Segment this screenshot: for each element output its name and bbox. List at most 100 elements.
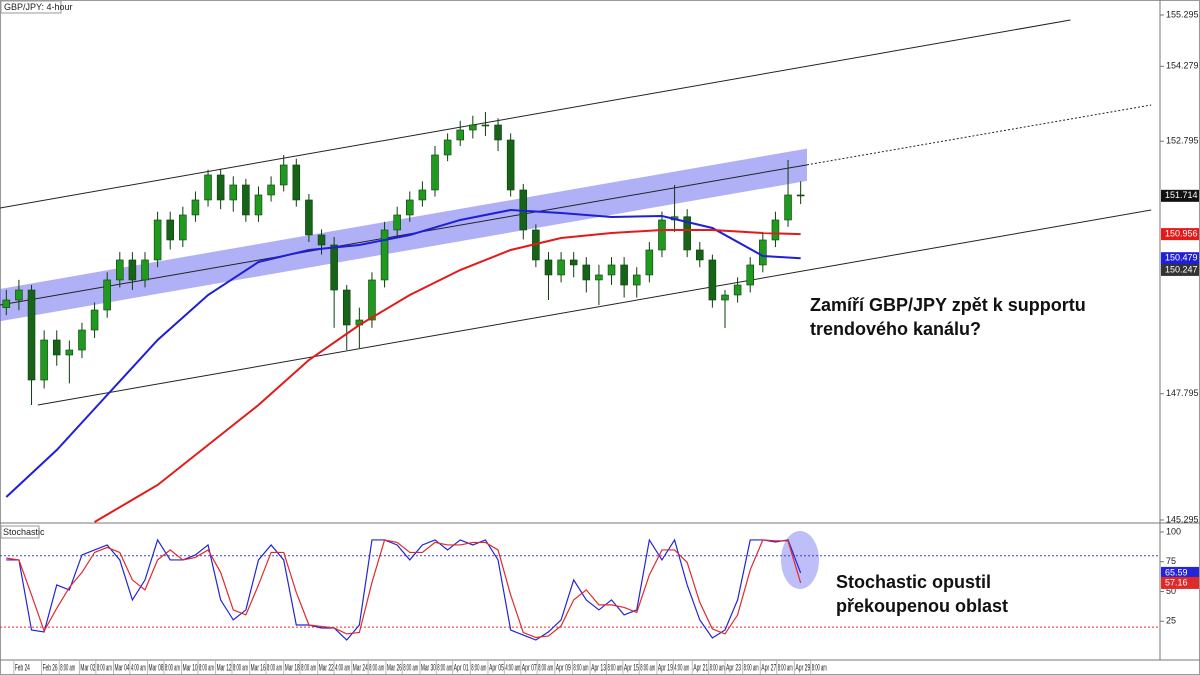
price-marker-label: 150.956 [1165, 228, 1198, 238]
candle-body [746, 264, 754, 286]
price-marker [1161, 228, 1199, 241]
x-tick-label: 8:00 am [812, 662, 827, 672]
candle-body [78, 329, 86, 351]
annotation-line: Zamíří GBP/JPY zpět k supportu [810, 295, 1086, 315]
x-tick-label: 4:00 am [335, 662, 350, 672]
y-tick-label: 100 [1166, 526, 1181, 536]
candle-body [317, 234, 326, 246]
candle-body [52, 339, 61, 356]
candle-body [166, 219, 174, 241]
candle-body [191, 199, 200, 216]
x-tick-label: 8:00 am [267, 662, 282, 672]
candle-body [544, 259, 553, 276]
trend-line [806, 104, 1152, 166]
x-tick-label: 4:00 am [131, 662, 146, 672]
x-tick-label: 8:00 am [471, 662, 486, 672]
x-tick-label: Apr 13 [591, 662, 606, 672]
candle-body [292, 164, 301, 201]
annotation-line: Stochastic opustil [836, 572, 992, 592]
x-tick-label: 4:00 am [674, 662, 689, 672]
x-tick-label: Apr 27 [761, 662, 776, 672]
x-tick-label: 8:00 am [744, 662, 759, 672]
candle-body [141, 259, 149, 281]
price-marker [1161, 252, 1199, 265]
x-tick-label: Apr 29 [795, 662, 810, 672]
candle-body [784, 194, 792, 221]
price-marker [1161, 576, 1199, 589]
y-tick-label: 145.295 [1166, 514, 1199, 524]
candle-body [380, 229, 389, 281]
price-marker [1161, 263, 1199, 276]
candle-body [2, 299, 11, 308]
moving-average [94, 228, 801, 523]
annotation: Zamíří GBP/JPY zpět k supportu trendovéh… [810, 293, 1086, 341]
trend-line [37, 209, 1152, 406]
candle-body [696, 249, 704, 261]
candle-body [607, 264, 616, 276]
x-tick-label: Apr 01 [454, 662, 469, 672]
moving-average [5, 208, 801, 498]
stochastic-line [6, 539, 802, 639]
annotation-line: trendového kanálu? [810, 319, 982, 339]
candle-body [759, 239, 767, 266]
indicator-title-box [0, 525, 40, 539]
candle-body [40, 339, 48, 381]
candle-body [179, 214, 187, 241]
candle-body [330, 244, 338, 291]
price-marker-label: 151.714 [1165, 190, 1198, 200]
x-tick-label: Feb 26 [43, 662, 58, 672]
candle-body [216, 174, 225, 201]
x-tick-label: Mar 10 [183, 662, 198, 672]
y-tick-label: 25 [1166, 616, 1176, 626]
candle-body [204, 174, 212, 201]
indicator-title: Stochastic [3, 527, 45, 537]
x-tick-label: Mar 18 [285, 662, 300, 672]
x-tick-label: Feb 24 [15, 662, 30, 672]
candle-body [683, 216, 691, 251]
candle-body [708, 259, 717, 301]
candle-body [267, 184, 275, 196]
candle-body [418, 189, 427, 201]
x-tick-label: 8:00 am [607, 662, 622, 672]
price-marker-label: 65.59 [1165, 567, 1188, 577]
x-tick-label: 8:00 am [60, 662, 75, 672]
x-tick-label: Mar 30 [421, 662, 436, 672]
x-tick-label: Mar 22 [319, 662, 334, 672]
candle-body [771, 219, 780, 241]
candle-body [65, 349, 74, 356]
x-tick-label: 8:00 am [437, 662, 452, 672]
candle-body [406, 199, 414, 216]
candle-body [305, 199, 313, 236]
x-tick-label: Mar 02 [80, 662, 95, 672]
y-tick-label: 155.295 [1166, 9, 1199, 19]
x-tick-label: 8:00 am [573, 662, 588, 672]
candle-body [27, 289, 36, 381]
annotation: Stochastic opustil překoupenou oblast [836, 570, 1008, 618]
price-marker [1161, 189, 1199, 202]
x-tick-label: Apr 21 [693, 662, 708, 672]
x-tick-label: 8:00 am [301, 662, 316, 672]
candle-body [393, 214, 401, 231]
x-tick-label: 8:00 am [199, 662, 214, 672]
candle-body [658, 219, 666, 251]
candle-body [15, 289, 23, 301]
x-tick-label: Mar 04 [114, 662, 129, 672]
candle-body [582, 264, 591, 281]
x-tick-label: 8:00 am [403, 662, 418, 672]
candle-body [254, 194, 263, 216]
candle-body [506, 139, 515, 191]
candle-body [494, 124, 502, 141]
x-tick-label: 8:00 am [710, 662, 725, 672]
candle-body [733, 284, 742, 296]
y-tick-label: 75 [1166, 556, 1176, 566]
candle-body [595, 274, 603, 281]
candle-body [431, 154, 439, 191]
price-marker-label: 150.479 [1165, 253, 1198, 263]
candle-body [242, 184, 250, 216]
annotation-line: překoupenou oblast [836, 596, 1009, 616]
x-tick-label: 8:00 am [778, 662, 793, 672]
x-tick-label: 8:00 am [233, 662, 248, 672]
candle-body [456, 129, 464, 141]
stochastic-line [6, 538, 802, 641]
